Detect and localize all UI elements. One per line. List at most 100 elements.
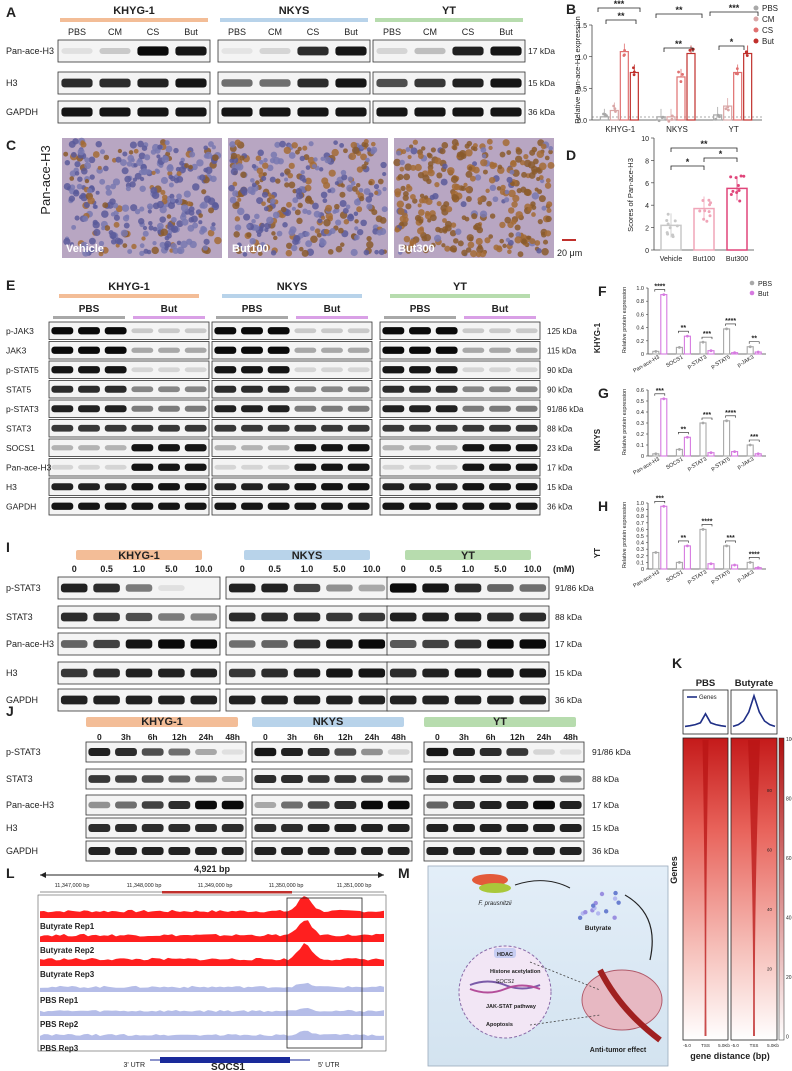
row-label: p-JAK3 [6,326,34,336]
blot-band [462,367,485,373]
blot-band [115,801,137,809]
blot-band [131,328,154,334]
ihc-cell [394,188,402,196]
group-bar [60,18,208,22]
blot-row [379,360,541,379]
ihc-cell [291,142,298,149]
blot-row [372,100,526,124]
coord-label: 11,348,000 bp [127,883,162,889]
ihc-cell [441,243,446,248]
blot-band [184,328,207,334]
legend-label: CS [762,26,773,35]
sig-bracket [725,540,736,543]
blot-row [379,458,541,477]
ihc-cell [474,222,482,231]
ihc-cell [125,214,130,219]
ihc-cell [237,197,242,202]
blot-band [261,612,288,622]
time-label: 6h [148,732,158,742]
ihc-cell [159,216,166,223]
lane-label: CM [108,27,122,37]
time-label: 24h [199,732,214,742]
blot-band [479,846,502,856]
ihc-cell [335,219,342,226]
ihc-cell [134,172,142,180]
blot-band [267,502,290,510]
blot-row [217,39,371,63]
ihc-cell [154,168,159,173]
cond-bar [53,316,125,319]
y-tick-label: 0.3 [636,547,644,553]
blot-band [489,405,511,412]
sig-bracket [748,557,760,560]
sig-stars: ** [681,426,687,433]
ihc-cell [461,249,468,257]
ihc-cell [539,178,545,184]
ihc-cell [74,161,81,168]
blot-band [104,483,127,491]
blot-band [489,483,511,491]
blot-band [321,502,343,510]
blot-band [141,748,164,756]
arrow-to-tumor [624,894,653,961]
sig-bracket [605,19,637,24]
ihc-cell [356,182,361,188]
group-title: YT [442,5,456,17]
ihc-cell [375,215,383,223]
butyrate-molecule [616,900,621,905]
ihc-cell [122,243,128,249]
ihc-cell [536,150,545,158]
ihc-cell [139,206,145,212]
ihc-cell [73,189,79,195]
blot-band [125,639,153,649]
ihc-cell [334,203,340,210]
blot-row [85,817,247,839]
kda-label: 88 kDa [555,612,582,622]
ihc-cell [170,225,179,233]
blot-row [372,39,526,63]
blot-band [61,78,93,88]
coord-label: 11,347,000 bp [55,883,90,889]
coord-label: 11,350,000 bp [269,883,304,889]
ihc-cell [234,201,240,207]
blot-band [414,47,446,55]
ihc-cell [516,187,522,194]
bar-PBS [723,328,731,355]
ihc-cell [84,178,90,184]
bar-CS [733,71,743,121]
ihc-cell [212,154,219,161]
blot-row [85,768,247,790]
blot-band [358,584,386,592]
ihc-cell [262,162,269,169]
ihc-cell [240,171,247,178]
ihc-cell [436,201,442,207]
blot-band [267,464,290,470]
blot-band [435,405,458,413]
ihc-cell [508,232,514,238]
ihc-cell [102,202,109,209]
dose-label: 0.5 [100,564,113,574]
sig-bracket [701,524,713,527]
blot-band [131,424,154,432]
data-point [745,54,749,57]
ihc-cell [323,228,330,235]
data-point [681,73,684,76]
ihc-cell [427,161,434,167]
data-point [668,226,672,230]
cond-label: PBS [79,304,100,315]
ihc-cell [374,190,379,195]
blot-band [387,749,410,755]
gene-label: SOCS1 [211,1062,245,1071]
ihc-cell [133,163,138,168]
blot-band [533,800,555,810]
ihc-cell [355,190,361,195]
lane-label: But [184,27,198,37]
blot-band [125,668,153,678]
cond-label: But [492,304,509,315]
blot-band [519,639,547,649]
blot-band [51,424,74,432]
blot-band [294,502,317,510]
data-point [735,67,739,71]
ihc-cell [472,161,478,167]
butyrate-molecule [595,911,601,916]
